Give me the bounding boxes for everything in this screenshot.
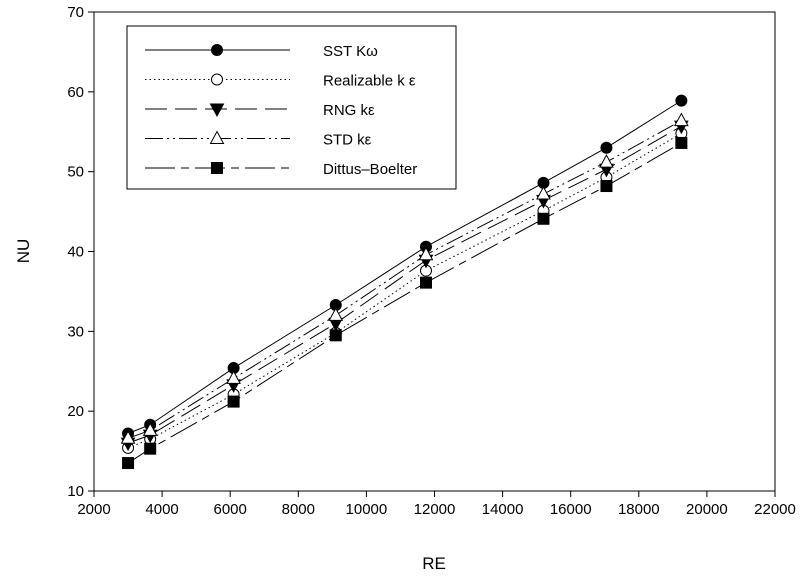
- y-tick-label: 70: [67, 4, 84, 21]
- legend-label: SST Kω: [323, 43, 378, 60]
- data-point: [600, 141, 613, 154]
- data-point: [142, 422, 158, 436]
- legend-marker: [211, 162, 223, 174]
- y-tick-label: 50: [67, 164, 84, 181]
- series-line: [127, 125, 682, 444]
- x-tick-label: 16000: [550, 501, 592, 518]
- legend-label: RNG kε: [323, 102, 375, 119]
- x-tick-label: 12000: [414, 501, 456, 518]
- legend-label: Dittus–Boelter: [323, 161, 417, 178]
- y-axis-label: NU: [14, 239, 33, 264]
- data-point: [122, 457, 135, 470]
- y-tick-label: 40: [67, 244, 84, 261]
- series-line: [127, 142, 682, 464]
- y-tick-label: 30: [67, 323, 84, 340]
- x-tick-label: 2000: [77, 501, 110, 518]
- data-point: [675, 94, 688, 107]
- data-point: [674, 112, 689, 127]
- legend-box: [126, 25, 457, 190]
- data-point: [226, 370, 241, 384]
- y-tick-label: 10: [67, 483, 84, 500]
- series-5: [122, 136, 688, 470]
- data-point: [144, 442, 157, 455]
- x-tick-label: 8000: [282, 501, 315, 518]
- legend-marker: [211, 73, 223, 86]
- series-4: [120, 112, 689, 444]
- x-axis-label: RE: [422, 554, 446, 573]
- legend-marker: [211, 44, 223, 56]
- x-tick-label: 10000: [346, 501, 388, 518]
- legend: SST Kω Realizable k ε RNG kε STD kε Dittus–B…: [126, 25, 457, 190]
- data-point: [329, 329, 342, 342]
- data-point: [536, 185, 551, 200]
- data-point: [227, 395, 240, 408]
- data-point: [537, 212, 550, 225]
- series-layer: [120, 94, 689, 470]
- legend-marker: [209, 130, 225, 144]
- x-tick-label: 4000: [145, 501, 178, 518]
- data-point: [419, 276, 432, 289]
- data-point: [120, 430, 136, 444]
- axes: 2000 4000 6000 8000 10000 12000 14000 16000 1800…: [67, 4, 796, 518]
- y-tick-label: 60: [67, 84, 84, 101]
- legend-label: Realizable k ε: [323, 73, 416, 90]
- series-line: [127, 100, 682, 434]
- x-tick-label: 22000: [754, 501, 796, 518]
- y-tick-label: 20: [67, 403, 84, 420]
- series-line: [127, 120, 682, 439]
- data-point: [418, 246, 434, 261]
- legend-label: STD kε: [323, 132, 372, 149]
- x-tick-label: 14000: [482, 501, 524, 518]
- data-point: [600, 180, 613, 193]
- x-tick-label: 20000: [686, 501, 728, 518]
- data-point: [675, 136, 688, 149]
- x-tick-label: 6000: [214, 501, 247, 518]
- data-point: [599, 154, 614, 168]
- legend-marker: [209, 103, 225, 118]
- data-point: [328, 307, 344, 321]
- x-tick-label: 18000: [618, 501, 660, 518]
